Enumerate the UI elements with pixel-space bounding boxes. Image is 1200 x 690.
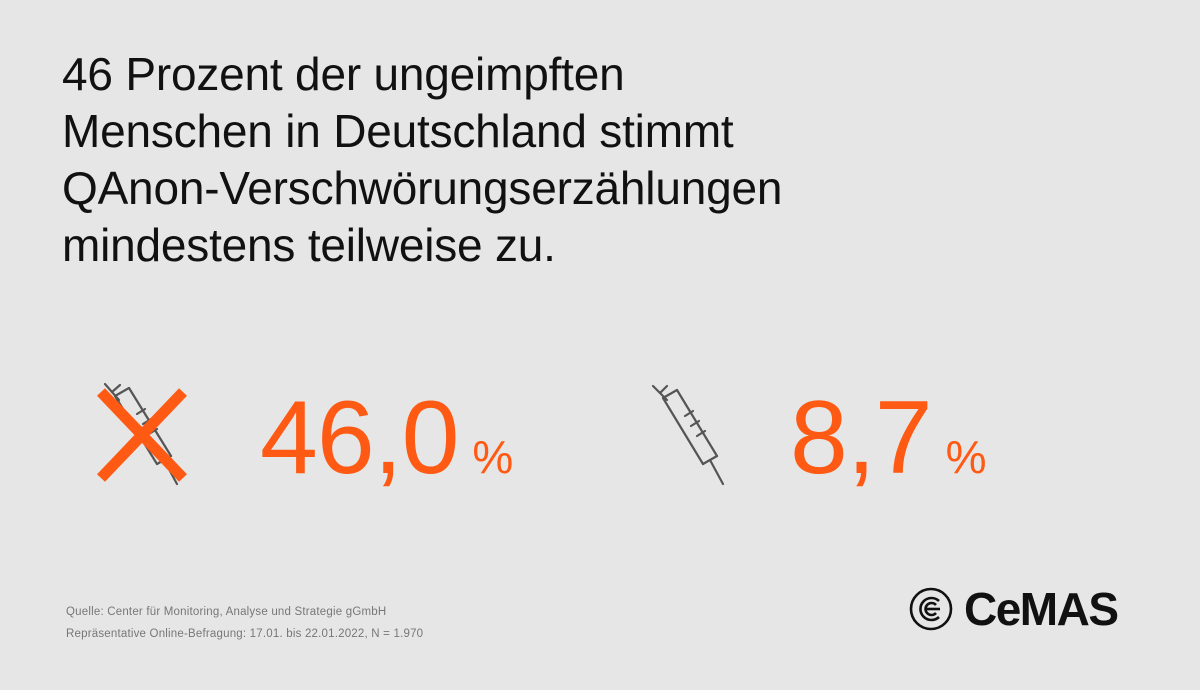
stat-vaccinated-value: 8,7 (790, 380, 933, 496)
source-line: Quelle: Center für Monitoring, Analyse u… (66, 606, 387, 618)
stat-unvaccinated: 46,0 % (95, 370, 513, 490)
source-note: Quelle: Center für Monitoring, Analyse u… (66, 601, 423, 645)
cemas-logo-icon (909, 587, 953, 631)
stat-vaccinated: 8,7 % (645, 370, 986, 490)
cemas-logo-text: CeMAS (964, 583, 1119, 635)
cemas-logo: CeMAS (908, 583, 1119, 635)
stat-unvaccinated-value: 46,0 (260, 380, 459, 496)
survey-line: Repräsentative Online-Befragung: 17.01. … (66, 628, 424, 640)
syringe-icon (651, 384, 725, 486)
stat-unvaccinated-unit: % (472, 431, 514, 483)
stat-vaccinated-unit: % (945, 431, 987, 483)
headline-line-3: QAnon-Verschwörungserzählungen (62, 162, 783, 214)
headline-line-1: 46 Prozent der ungeimpften (62, 48, 625, 100)
headline-line-4: mindestens teilweise zu. (62, 219, 556, 271)
headline: 46 Prozent der ungeimpften Menschen in D… (62, 46, 1162, 274)
headline-line-2: Menschen in Deutschland stimmt (62, 105, 734, 157)
crossed-syringe-icon (97, 382, 187, 486)
